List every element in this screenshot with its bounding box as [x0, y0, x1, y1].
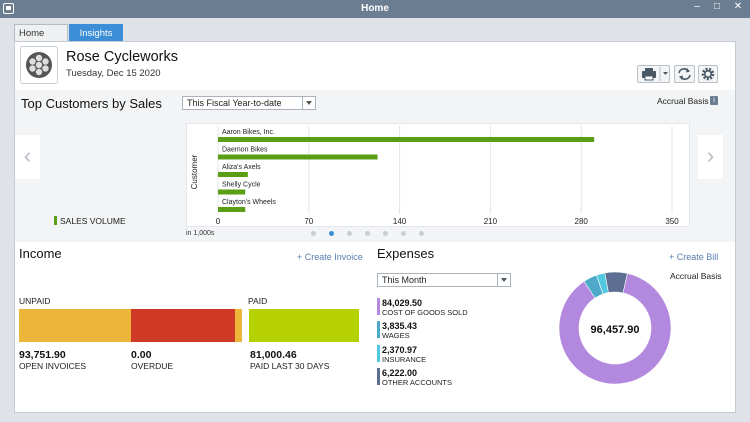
- y-axis-label: Customer: [190, 154, 199, 189]
- category-label: Shelly Cycle: [222, 182, 261, 189]
- overdue-value: 0.00: [131, 349, 152, 361]
- close-icon[interactable]: ✕: [733, 1, 743, 12]
- expenses-title: Expenses: [377, 246, 435, 261]
- settings-button[interactable]: [698, 65, 718, 83]
- expense-value: 3,835.43: [382, 321, 418, 331]
- open-invoices-value: 93,751.90: [19, 349, 66, 361]
- expense-color-marker: [377, 368, 380, 385]
- top-customers-chart: 0 70 140 210 280 350 Customer Aaron Bikes, Inc.…: [186, 123, 690, 227]
- chevron-down-icon: [497, 274, 510, 286]
- expense-color-marker: [377, 345, 380, 362]
- gear-icon: [701, 67, 715, 81]
- expense-value: 2,370.97: [382, 345, 418, 355]
- bar: [218, 154, 378, 160]
- insights-panel: Rose Cycleworks Tuesday, Dec 15 2020 Top…: [14, 41, 736, 413]
- unpaid-label: UNPAID: [19, 296, 51, 306]
- bar: [218, 137, 595, 142]
- legend-label: SALES VOLUME: [60, 216, 126, 226]
- x-tick-label: 0: [216, 217, 221, 226]
- category-label: Aaron Bikes, Inc.: [222, 129, 275, 136]
- bar: [218, 189, 246, 195]
- current-date: Tuesday, Dec 15 2020: [66, 68, 161, 79]
- expense-label: COST OF GOODS SOLD: [382, 308, 468, 317]
- refresh-icon: [678, 68, 691, 80]
- paid-last-30-value: 81,000.46: [250, 349, 297, 361]
- category-label: Daemon Bikes: [222, 147, 268, 154]
- category-label: Aliza's Axels: [222, 164, 261, 171]
- units-note: in 1,000s: [186, 230, 215, 237]
- expense-label: INSURANCE: [382, 355, 427, 364]
- overdue-label: OVERDUE: [131, 361, 174, 371]
- tab-insights[interactable]: Insights: [69, 24, 123, 41]
- donut-slice: [604, 271, 628, 294]
- top-customers-title: Top Customers by Sales: [21, 96, 162, 111]
- expense-label: OTHER ACCOUNTS: [382, 378, 453, 387]
- info-icon[interactable]: i: [710, 96, 718, 105]
- expenses-donut-chart: [558, 271, 672, 385]
- x-tick-label: 350: [665, 217, 679, 226]
- window-title: Home: [361, 3, 389, 14]
- overdue-bar[interactable]: [131, 309, 235, 342]
- company-logo: [20, 46, 58, 84]
- pager-dot[interactable]: [419, 231, 424, 236]
- expense-label: WAGES: [382, 331, 410, 340]
- chevron-left-icon: ‹: [23, 143, 32, 168]
- pager-dot[interactable]: [401, 231, 406, 236]
- minimize-icon[interactable]: –: [694, 1, 700, 12]
- app-icon[interactable]: [3, 3, 14, 14]
- paid-bar[interactable]: [249, 309, 359, 342]
- legend-swatch: [54, 216, 57, 225]
- open-invoices-label: OPEN INVOICES: [19, 361, 87, 371]
- paid-label: PAID: [248, 296, 268, 306]
- income-title: Income: [19, 246, 62, 261]
- pager-dot[interactable]: [383, 231, 388, 236]
- paid-last-30-label: PAID LAST 30 DAYS: [250, 361, 330, 371]
- bar: [218, 172, 248, 177]
- pager-dot[interactable]: [347, 231, 352, 236]
- pager-dot[interactable]: [329, 231, 334, 236]
- print-button[interactable]: [637, 65, 670, 83]
- expense-value: 6,222.00: [382, 368, 418, 378]
- top-customers-period-select[interactable]: This Fiscal Year-to-date: [182, 96, 316, 110]
- category-label: Clayton's Wheels: [222, 199, 276, 206]
- expenses-period-select[interactable]: This Month: [377, 273, 511, 287]
- expense-value: 84,029.50: [382, 298, 423, 308]
- create-bill-link[interactable]: + Create Bill: [669, 252, 719, 262]
- pager-dot[interactable]: [311, 231, 316, 236]
- expense-color-marker: [377, 321, 380, 338]
- x-tick-label: 70: [304, 217, 313, 226]
- open-invoices-bar[interactable]: [19, 309, 131, 342]
- expenses-total: 96,457.90: [590, 324, 640, 336]
- top-customers-section: Top Customers by Sales This Fiscal Year-…: [15, 90, 735, 242]
- chart-legend: SALES VOLUME: [54, 216, 126, 226]
- x-tick-label: 140: [393, 217, 407, 226]
- create-invoice-link[interactable]: + Create Invoice: [297, 252, 363, 262]
- refresh-button[interactable]: [674, 65, 695, 83]
- tab-home-page[interactable]: Home Pa...: [14, 24, 68, 56]
- maximize-icon[interactable]: □: [713, 1, 721, 12]
- period-value: This Fiscal Year-to-date: [187, 98, 282, 108]
- donut-slice: [558, 273, 672, 385]
- x-tick-label: 280: [575, 217, 589, 226]
- pager-dot[interactable]: [365, 231, 370, 236]
- chevron-down-icon: [302, 97, 315, 109]
- accrual-basis-label: Accrual Basis: [657, 96, 709, 106]
- bar: [218, 207, 246, 212]
- chevron-right-icon: ›: [706, 143, 715, 168]
- x-tick-label: 210: [484, 217, 498, 226]
- window-titlebar: Home – □ ✕: [0, 0, 750, 18]
- previous-chart-button[interactable]: ‹: [15, 135, 40, 179]
- next-chart-button[interactable]: ›: [698, 135, 723, 179]
- company-name: Rose Cycleworks: [66, 49, 178, 65]
- expense-color-marker: [377, 298, 380, 315]
- open-invoices-bar-tail: [235, 309, 242, 342]
- expenses-accrual-basis-label: Accrual Basis: [670, 271, 722, 281]
- expenses-period-value: This Month: [382, 275, 427, 285]
